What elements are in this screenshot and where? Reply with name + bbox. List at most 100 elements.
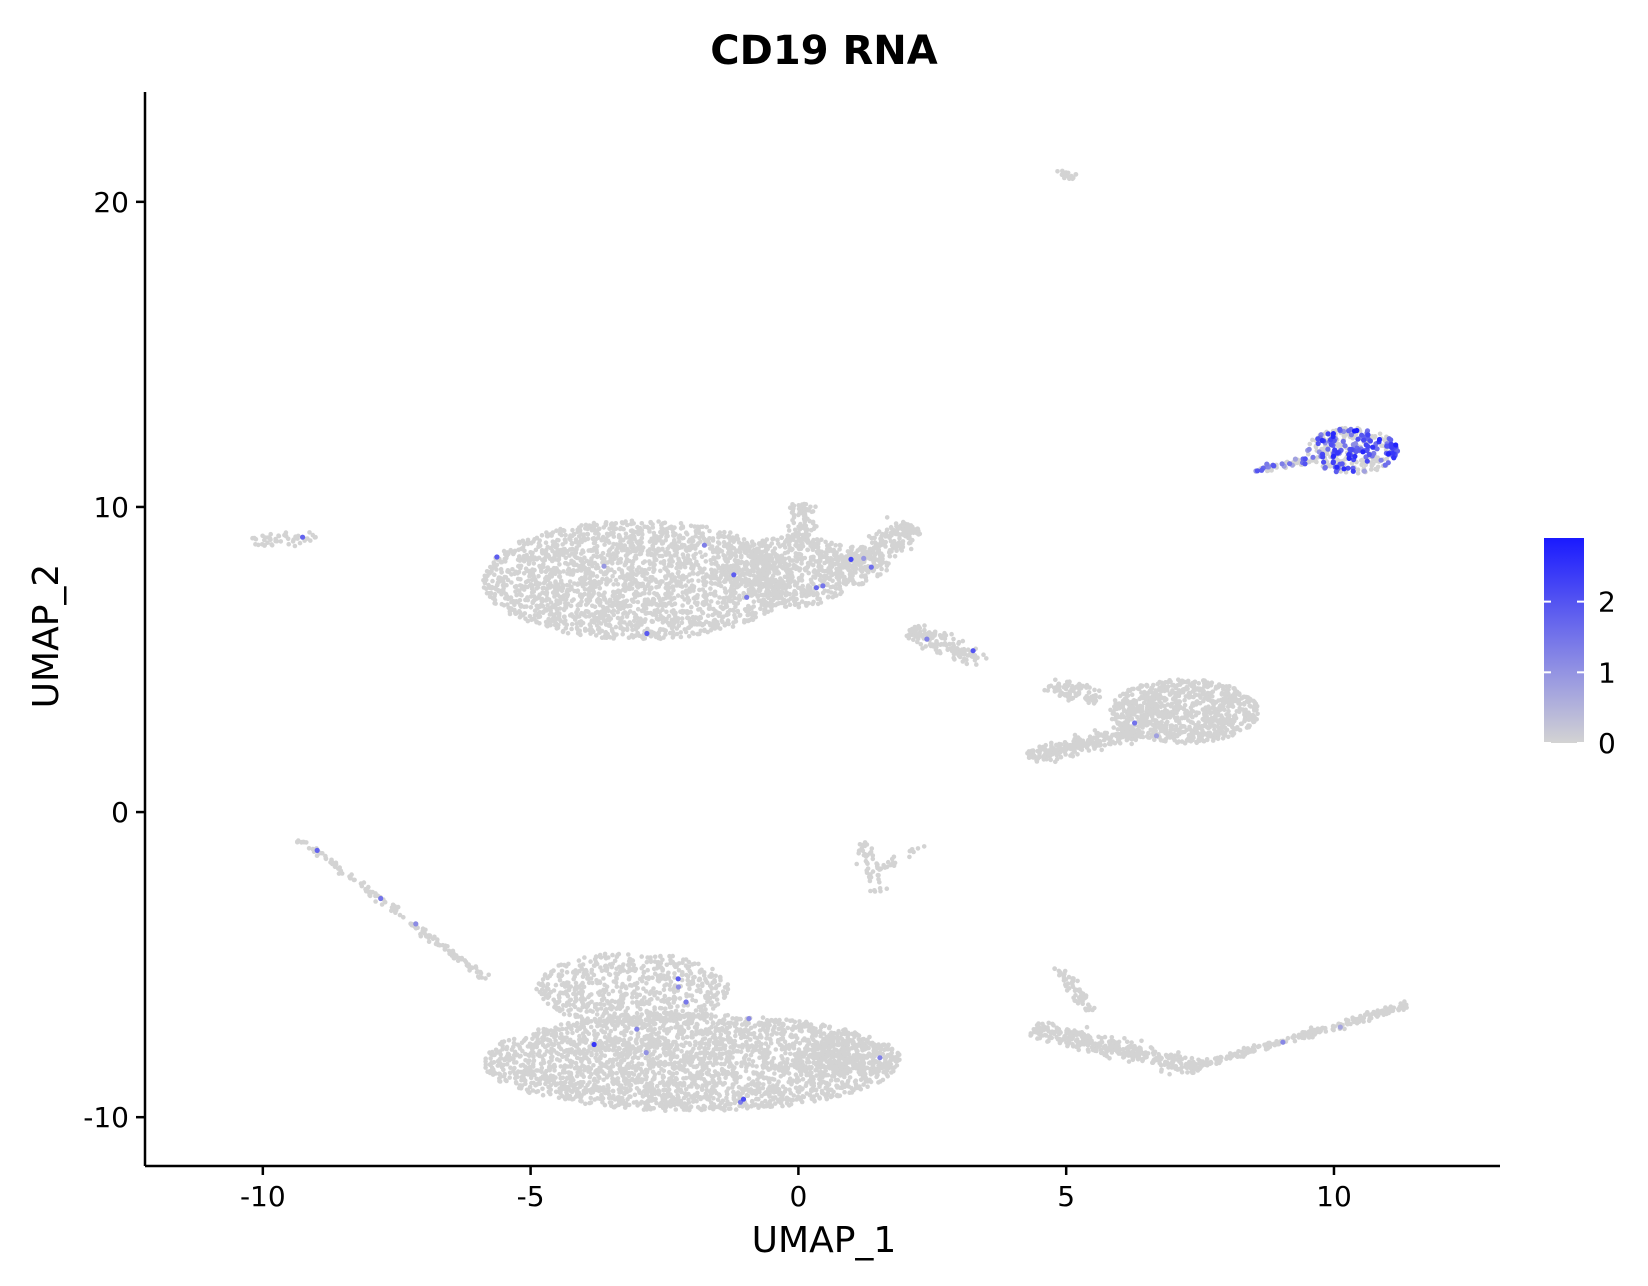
- cell-point: [1183, 687, 1189, 692]
- cell-point: [552, 567, 558, 573]
- cell-point: [760, 566, 765, 572]
- cell-point: [749, 553, 754, 558]
- cell-point: [1040, 744, 1046, 750]
- cell-point: [685, 553, 691, 558]
- cell-point: [1216, 698, 1221, 703]
- cell-point: [690, 614, 696, 620]
- cell-point: [768, 598, 774, 603]
- cell-point: [734, 533, 740, 539]
- cell-point: [528, 605, 534, 610]
- cell-point: [666, 544, 672, 549]
- cell-point: [616, 532, 622, 538]
- cell-point: [917, 633, 922, 638]
- cell-point: [539, 533, 545, 538]
- cell-point: [634, 591, 640, 597]
- cell-point: [934, 639, 939, 644]
- cell-point: [788, 569, 793, 575]
- cell-point: [586, 609, 591, 615]
- cell-point: [791, 594, 796, 600]
- cell-point: [582, 537, 588, 543]
- cell-point: [719, 614, 725, 620]
- cell-point: [1163, 739, 1168, 744]
- cell-point: [1183, 713, 1188, 718]
- cell-point: [551, 614, 557, 620]
- cell-point: [583, 570, 588, 576]
- cell-point: [603, 521, 608, 527]
- cell-point: [1144, 716, 1149, 721]
- cell-point: [708, 558, 713, 563]
- cell-point: [389, 905, 395, 910]
- cell-point: [799, 557, 805, 563]
- cell-point: [738, 581, 744, 587]
- cell-point: [837, 580, 842, 586]
- cell-point: [1368, 467, 1374, 472]
- cell-point: [955, 651, 960, 657]
- cell-point: [1027, 750, 1033, 756]
- cell-point: [1111, 711, 1117, 716]
- cell-point: [671, 587, 676, 593]
- cell-point: [625, 622, 630, 628]
- cell-point: [1194, 739, 1199, 745]
- cell-point: [974, 662, 979, 667]
- cell-point: [619, 593, 624, 599]
- cell-point: [575, 589, 580, 594]
- cell-point: [858, 567, 864, 573]
- cell-point: [765, 568, 771, 574]
- cell-point: [1092, 728, 1098, 733]
- cell-point: [1116, 731, 1122, 737]
- cell-point: [504, 555, 509, 561]
- cell-point: [770, 536, 775, 542]
- cell-point: [900, 526, 906, 532]
- cell-point: [484, 590, 490, 596]
- cell-point: [897, 536, 902, 541]
- cell-point: [765, 594, 770, 600]
- cell-point: [1182, 702, 1188, 708]
- cell-point: [1110, 739, 1115, 744]
- cell-point: [802, 512, 808, 517]
- cell-point: [845, 561, 851, 566]
- cell-point: [667, 558, 672, 563]
- cell-point: [1171, 731, 1177, 737]
- cell-point: [1222, 725, 1228, 731]
- cell-point: [570, 527, 575, 533]
- cell-point: [1244, 699, 1250, 704]
- cell-point: [800, 503, 806, 508]
- cell-point: [759, 584, 765, 590]
- cell-point: [805, 584, 810, 590]
- cell-point: [800, 537, 806, 542]
- cell-point: [745, 612, 750, 618]
- cell-point: [1151, 690, 1157, 696]
- cell-point: [765, 609, 771, 615]
- cell-point: [745, 543, 750, 549]
- cell-point: [670, 584, 675, 589]
- cell-point: [509, 580, 514, 585]
- cell-point: [663, 576, 669, 581]
- cell-point: [1334, 457, 1340, 463]
- cell-point: [1048, 757, 1053, 763]
- cell-point: [691, 553, 696, 558]
- cell-point: [900, 539, 906, 544]
- cell-point: [1231, 686, 1236, 691]
- cell-point: [582, 555, 587, 560]
- cell-point: [838, 591, 843, 597]
- cell-point: [664, 609, 669, 615]
- cell-point: [630, 581, 635, 586]
- cell-point: [611, 582, 616, 587]
- cell-point: [568, 537, 573, 543]
- cell-point: [708, 591, 713, 597]
- cell-point: [842, 556, 848, 562]
- cell-point: [1232, 718, 1237, 724]
- cell-point: [779, 600, 785, 606]
- cell-point: [863, 566, 868, 571]
- cell-point: [663, 628, 668, 634]
- cell-point: [552, 594, 557, 599]
- cell-point: [817, 577, 823, 582]
- cell-point: [446, 948, 452, 954]
- cell-point: [1246, 723, 1251, 728]
- cell-point: [908, 630, 913, 636]
- cell-point: [253, 536, 259, 542]
- cell-point: [269, 542, 274, 547]
- cell-point: [868, 546, 873, 552]
- cell-point: [614, 547, 619, 553]
- cell-point: [626, 635, 632, 640]
